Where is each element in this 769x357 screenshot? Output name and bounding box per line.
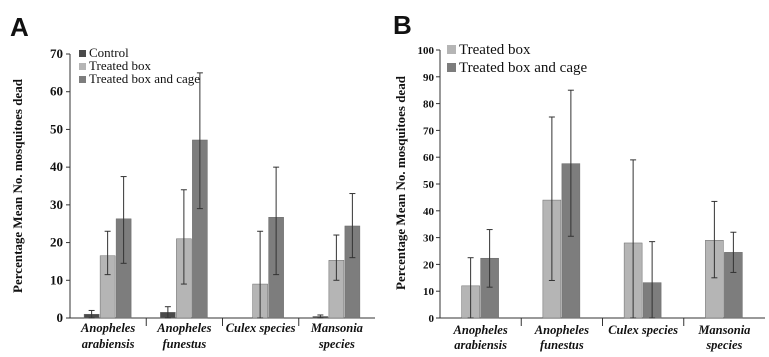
chartB-y-tick-label: 10 xyxy=(423,286,435,298)
chartA-y-tick-label: 60 xyxy=(50,84,63,99)
chartA-category-label: Anopheles xyxy=(80,321,135,335)
chartA-y-tick-label: 0 xyxy=(57,310,64,325)
chartB-category-label: Anopheles xyxy=(453,323,508,337)
chartB-y-tick-label: 0 xyxy=(429,313,435,325)
chartA-legend-swatch xyxy=(79,76,86,83)
chartA-panel-label: A xyxy=(10,12,29,42)
chartA-category-label: Anopheles xyxy=(156,321,211,335)
chartA-y-tick-label: 50 xyxy=(50,121,63,136)
chartA-legend-label: Control xyxy=(89,45,129,60)
chartA-legend-swatch xyxy=(79,50,86,57)
chartB-y-tick-label: 70 xyxy=(423,125,435,137)
chartA-y-tick-label: 20 xyxy=(50,235,63,250)
chartB-y-tick-label: 60 xyxy=(423,152,435,164)
chartB-y-tick-label: 40 xyxy=(423,206,435,218)
chartB-panel-label: B xyxy=(393,10,412,40)
chartA-y-tick-label: 30 xyxy=(50,197,63,212)
chartB-y-tick-label: 80 xyxy=(423,99,435,111)
chartB-category-label: Mansonia xyxy=(697,323,750,337)
chartB-y-tick-label: 20 xyxy=(423,259,435,271)
chartB-legend-label: Treated box xyxy=(459,42,531,58)
chartB-category-label: species xyxy=(705,338,742,352)
chartB-category-label: Culex species xyxy=(608,323,678,337)
chartB-category-label: arabiensis xyxy=(454,338,507,352)
chartB-legend-swatch xyxy=(447,45,456,54)
chartB-y-axis-label: Percentage Mean No. mosquitoes dead xyxy=(393,75,408,290)
chartA-y-tick-label: 10 xyxy=(50,272,63,287)
chartA-legend-label: Treated box xyxy=(89,58,151,73)
chartA-category-label: species xyxy=(318,337,355,351)
chartA-y-tick-label: 70 xyxy=(50,46,63,61)
chartA-category-label: funestus xyxy=(162,337,206,351)
chartA-y-tick-label: 40 xyxy=(50,159,63,174)
chartA-category-label: arabiensis xyxy=(82,337,135,351)
chartB-y-tick-label: 50 xyxy=(423,179,435,191)
chartA-category-label: Culex species xyxy=(226,321,296,335)
chartB-legend-swatch xyxy=(447,63,456,72)
chartA-y-axis-label: Percentage Mean No. mosquitoes dead xyxy=(10,78,25,293)
chartB-category-label: Anopheles xyxy=(534,323,589,337)
chartB-y-tick-label: 100 xyxy=(418,45,435,57)
chartB-legend-label: Treated box and cage xyxy=(459,60,587,76)
chartA-category-label: Mansonia xyxy=(310,321,363,335)
chartA-legend-swatch xyxy=(79,63,86,70)
chartA-legend-label: Treated box and cage xyxy=(89,71,200,86)
chartB-category-label: funestus xyxy=(540,338,584,352)
chartB-y-tick-label: 90 xyxy=(423,72,435,84)
chartB-y-tick-label: 30 xyxy=(423,233,435,245)
